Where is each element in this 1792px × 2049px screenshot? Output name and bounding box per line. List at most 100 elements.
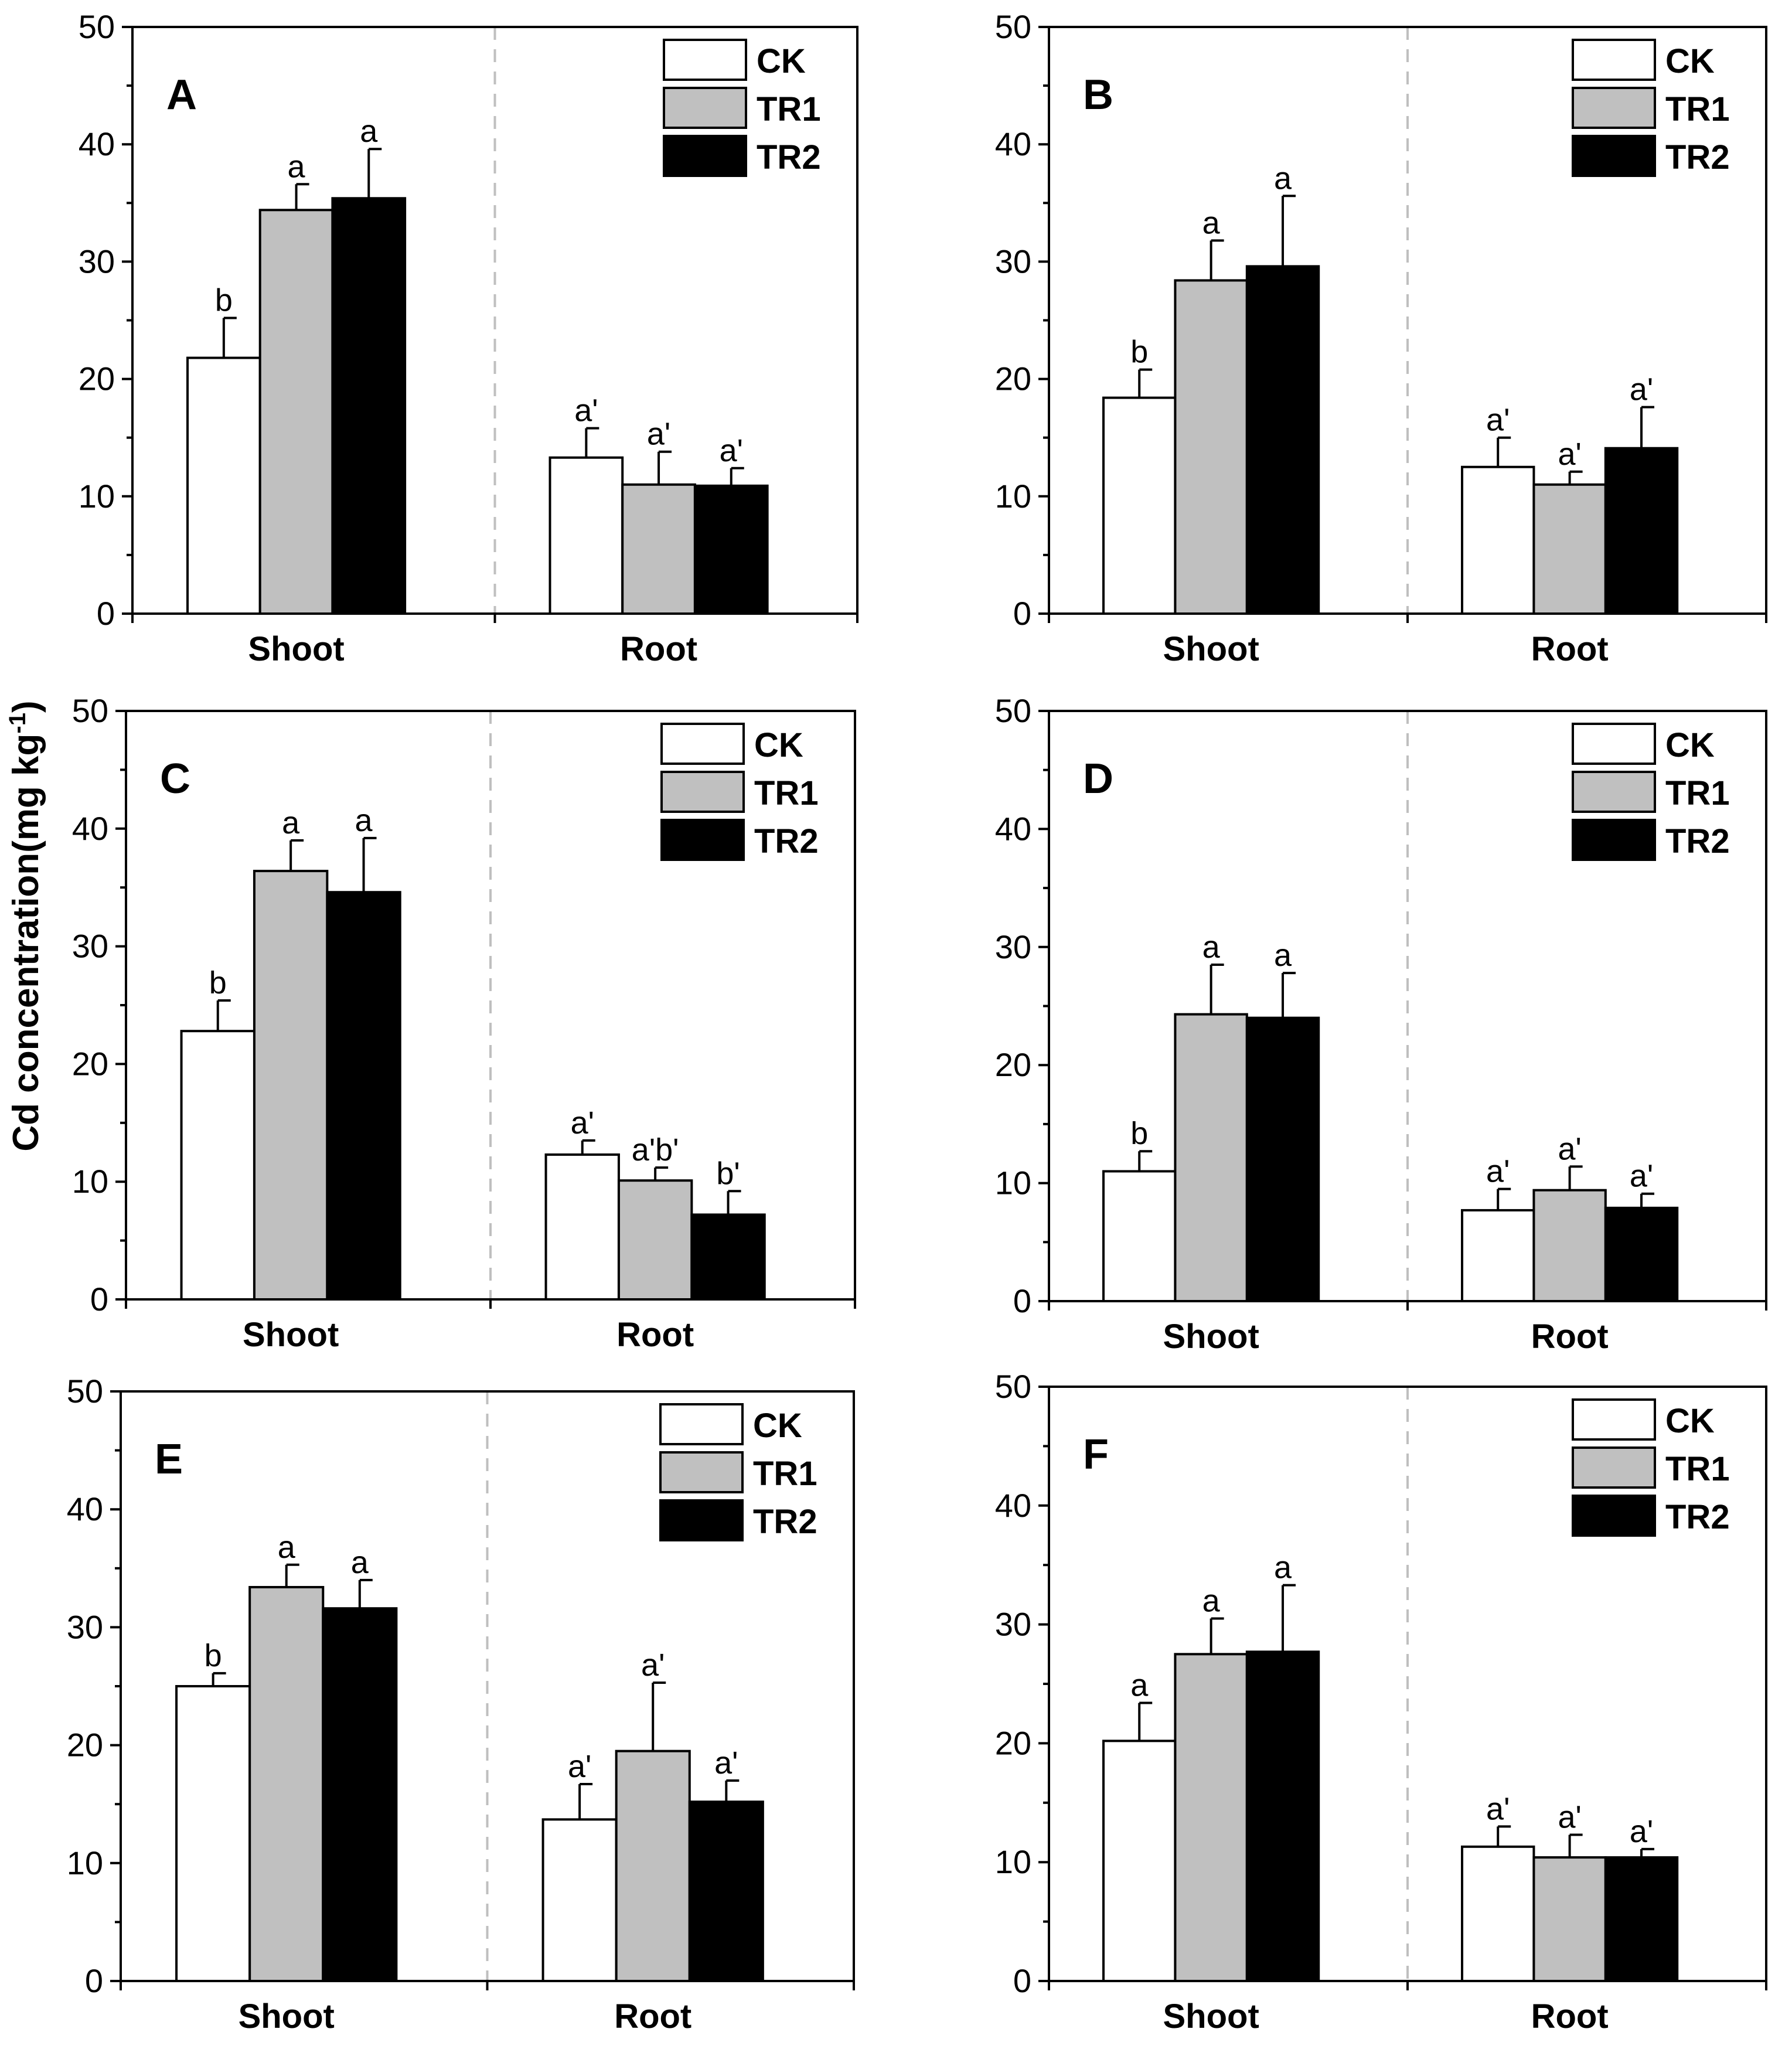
legend-label-tr1: TR1 [757,90,821,128]
x-tick-label: Shoot [1163,1997,1259,2036]
panel-letter: E [155,1436,183,1483]
significance-label: a' [568,1749,591,1784]
y-tick-label: 50 [995,692,1031,729]
y-tick-label: 50 [995,8,1031,45]
y-tick-label: 40 [79,125,115,162]
bar [688,1800,764,1983]
panels: b a a Shoot a' a' a' Root 0 10 20 30 40 50 A CK TR1 TR2 b a… [67,8,1767,2036]
bar [1461,1845,1535,1982]
legend-label-tr2: TR2 [1665,138,1730,176]
y-tick-label: 30 [995,1606,1031,1643]
bar [548,456,624,615]
legend-label-tr2: TR2 [757,138,821,176]
bar [180,1030,255,1301]
bar [1461,1209,1535,1303]
panel-letter: C [160,755,190,802]
legend-label-tr2: TR2 [753,1503,817,1541]
legend-label-tr1: TR1 [753,1455,817,1493]
panel-b: b a a Shoot a' a' a' Root 0 10 20 30 40 50 B CK TR1 TR2 [995,8,1767,668]
y-tick-label: 30 [79,243,115,280]
y-tick-label: 10 [79,478,115,515]
y-tick-label: 20 [67,1727,103,1764]
y-tick-label: 50 [67,1373,103,1410]
bar [175,1685,251,1982]
bar [1245,1650,1320,1982]
legend-label-tr1: TR1 [754,774,819,812]
y-axis-label-superscript: -1 [5,713,30,734]
significance-label: a' [1630,1159,1653,1194]
legend-label-tr1: TR1 [1665,774,1730,812]
significance-label: b [209,965,227,1000]
bar [1532,1856,1607,1982]
y-tick-label: 40 [67,1490,103,1527]
bar [1245,1016,1320,1302]
bar [1174,1013,1248,1303]
x-tick-label: Root [1531,1997,1609,2036]
bar [326,891,401,1301]
y-tick-label: 50 [72,692,108,729]
bar [1245,265,1320,615]
legend-swatch-tr1 [660,771,745,813]
bar [621,483,696,615]
significance-label: a [1202,930,1221,965]
significance-label: a' [720,433,743,468]
significance-label: a' [641,1648,665,1683]
legend-swatch-tr1 [659,1451,744,1493]
significance-label: a [355,803,373,838]
y-tick-label: 40 [995,1487,1031,1524]
legend-label-tr1: TR1 [1665,1450,1730,1488]
significance-label: a' [1486,403,1510,438]
legend-swatch-tr2 [1572,1495,1656,1537]
shared-y-axis-label: Cd concentration(mg kg-1) [5,700,46,1151]
bar [1532,1189,1607,1302]
bar [1604,1206,1679,1303]
y-tick-label: 0 [1013,1962,1031,1999]
y-tick-label: 0 [1013,1282,1031,1319]
x-tick-label: Root [620,630,697,668]
x-tick-label: Shoot [243,1316,339,1354]
y-tick-label: 20 [79,360,115,397]
y-tick-label: 20 [72,1045,108,1082]
legend-swatch-ck [660,723,745,765]
panel-d: b a a Shoot a' a' a' Root 0 10 20 30 40 50 D CK TR1 TR2 [995,692,1767,1356]
panel-letter: D [1083,755,1113,802]
x-tick-label: Root [1531,630,1609,668]
x-tick-label: Shoot [1163,630,1259,668]
significance-label: a [282,805,300,840]
significance-label: b [1130,335,1148,370]
legend-label-ck: CK [757,42,806,80]
legend-swatch-tr2 [659,1499,744,1541]
y-tick-label: 30 [995,243,1031,280]
significance-label: a'b' [632,1132,679,1168]
y-tick-label: 30 [72,928,108,965]
y-tick-label: 50 [995,1368,1031,1405]
significance-label: a [1130,1667,1149,1703]
y-tick-label: 30 [67,1608,103,1645]
significance-label: b [1130,1116,1148,1151]
y-tick-label: 10 [995,478,1031,515]
y-tick-label: 0 [97,595,115,632]
bar [1174,1653,1248,1983]
panel-f: a a a Shoot a' a' a' Root 0 10 20 30 40 50 F CK TR1 TR2 [995,1368,1767,2036]
significance-label: a [1274,1550,1292,1585]
y-tick-label: 20 [995,360,1031,397]
bar [544,1153,620,1301]
legend-label-ck: CK [754,726,803,764]
bar [1102,1740,1177,1982]
significance-label: a' [647,417,670,452]
x-tick-label: Root [1531,1318,1609,1356]
significance-label: a' [1630,1814,1653,1849]
bar [693,484,769,615]
significance-label: a' [1558,437,1581,472]
y-axis-label-text: Cd concentration(mg kg [6,734,46,1152]
bar [1461,465,1535,615]
panel-a: b a a Shoot a' a' a' Root 0 10 20 30 40 50 A CK TR1 TR2 [79,8,858,668]
legend-swatch-tr2 [663,135,747,177]
bar [248,1585,325,1982]
bar [615,1750,691,1982]
bar [331,197,407,615]
legend-label-ck: CK [1665,1402,1715,1440]
legend-swatch-tr1 [1572,1446,1656,1489]
